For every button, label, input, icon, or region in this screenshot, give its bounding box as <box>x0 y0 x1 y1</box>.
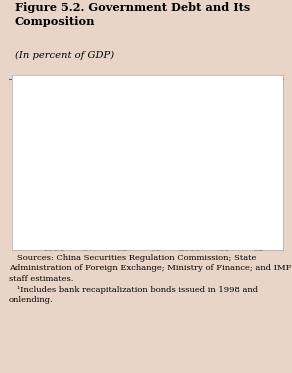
Text: (In percent of GDP): (In percent of GDP) <box>15 51 114 60</box>
Bar <box>109 174 122 239</box>
Bar <box>156 214 169 239</box>
Bar <box>245 134 258 239</box>
Bar <box>88 220 101 239</box>
Bar <box>54 219 67 239</box>
Bar <box>224 217 237 239</box>
Bar <box>177 150 190 239</box>
Bar <box>211 142 224 239</box>
Bar <box>75 203 88 239</box>
Bar <box>190 217 203 239</box>
Bar <box>41 207 54 239</box>
Legend: Domestic ¹, Foreign, Total government debt: Domestic ¹, Foreign, Total government de… <box>41 91 153 122</box>
Text: Figure 5.2. Government Debt and Its
Composition: Figure 5.2. Government Debt and Its Comp… <box>15 3 250 27</box>
Text: Sources: China Securities Regulation Commission; State
Administration of Foreign: Sources: China Securities Regulation Com… <box>9 254 291 304</box>
Bar <box>122 217 135 239</box>
Bar <box>143 161 156 239</box>
Bar <box>258 218 271 239</box>
